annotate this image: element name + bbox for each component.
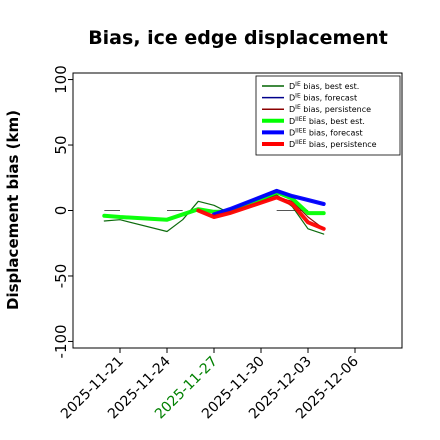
series-line-d-iiee-bias-persistence bbox=[196, 195, 326, 231]
chart-title: Bias, ice edge displacement bbox=[88, 27, 388, 49]
legend: DIE bias, best est. DIE bias, forecastDIE… bbox=[255, 75, 401, 156]
y-tick-label: 100 bbox=[52, 65, 70, 94]
legend-box bbox=[255, 75, 401, 156]
legend-entry: DIIEE bias, persistence bbox=[289, 139, 377, 149]
series-line-d-ie-bias-best-est bbox=[103, 194, 325, 235]
legend-entry: DIIEE bias, forecast bbox=[289, 127, 363, 137]
series-line-d-iiee-bias-forecast bbox=[212, 188, 326, 217]
legend-entry: DIIEE bias, best est. bbox=[289, 116, 365, 126]
y-tick-label: -100 bbox=[52, 324, 70, 358]
y-tick-label: 50 bbox=[52, 135, 70, 154]
y-axis: 100 50 0 -50 -100 bbox=[52, 65, 73, 358]
legend-entry: DIE bias, best est. bbox=[289, 81, 359, 91]
legend-entry: DIE bias, forecast bbox=[289, 93, 357, 103]
y-tick-label: 0 bbox=[52, 206, 70, 216]
y-axis-label: Displacement bias (km) bbox=[4, 110, 22, 310]
plot-area bbox=[102, 188, 326, 235]
legend-entry: DIE bias, persistence bbox=[289, 104, 371, 114]
y-tick-label: -50 bbox=[52, 264, 70, 289]
